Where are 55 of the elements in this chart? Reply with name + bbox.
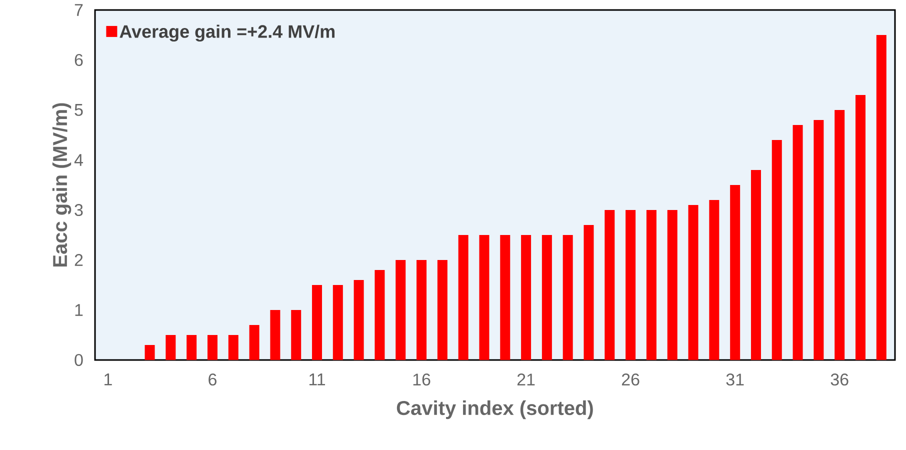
bar (626, 210, 636, 360)
bar (144, 344, 155, 360)
bar (166, 334, 176, 360)
x-tick-label: 31 (726, 374, 744, 386)
bar (542, 234, 552, 360)
bar (249, 324, 260, 360)
bar (646, 210, 656, 360)
y-tick-label: 0 (74, 354, 83, 366)
bar (479, 234, 490, 360)
bar (792, 124, 803, 360)
bar (772, 140, 782, 360)
x-tick-label: 36 (830, 374, 848, 386)
bar (186, 334, 197, 360)
y-tick-label: 3 (74, 204, 83, 216)
bar (834, 110, 845, 360)
bar (396, 260, 406, 360)
y-tick-label: 7 (74, 4, 83, 16)
bar (876, 34, 886, 360)
x-tick-label: 26 (622, 374, 640, 386)
bar (604, 210, 615, 360)
x-tick-label: 21 (517, 374, 535, 386)
bar (709, 200, 720, 360)
bar (374, 270, 385, 360)
bar (562, 234, 573, 360)
y-tick-label: 2 (74, 254, 83, 266)
y-tick-label: 1 (75, 304, 83, 316)
x-axis-title: Cavity index (sorted) (396, 400, 593, 420)
y-tick-label: 5 (74, 104, 83, 116)
bar (332, 284, 343, 360)
bar (270, 310, 280, 360)
bar (458, 234, 468, 360)
bar (730, 184, 740, 360)
y-tick-label: 6 (74, 54, 83, 66)
y-tick-label: 4 (74, 154, 83, 166)
x-tick-label: 6 (208, 374, 216, 386)
bar (228, 334, 238, 360)
bar (354, 280, 364, 360)
bar (814, 120, 824, 360)
bar (437, 260, 448, 360)
x-tick-label: 1 (104, 374, 112, 386)
bar (667, 210, 678, 360)
bar (750, 170, 761, 360)
bar (416, 260, 427, 360)
y-axis-title: Eacc gain (MV/m) (52, 103, 72, 266)
bar (500, 234, 510, 360)
bar (688, 204, 698, 360)
bar (207, 334, 218, 360)
bar (521, 234, 532, 360)
bar (856, 94, 866, 360)
legend-label: Average gain =+2.4 MV/m (120, 24, 335, 42)
x-tick-label: 16 (413, 374, 430, 386)
bar (584, 224, 594, 360)
bar (291, 310, 302, 360)
x-tick-label: 11 (309, 374, 326, 386)
bar (312, 284, 322, 360)
